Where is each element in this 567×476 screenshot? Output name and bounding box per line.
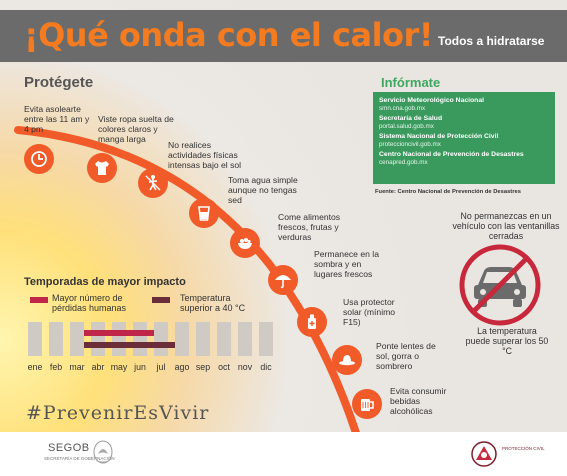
hashtag: #PrevenirEsVivir [26,402,210,424]
org-name: Servicio Meteorológico Nacional [379,97,484,104]
legend-swatch-deaths [30,297,48,303]
step-label: Toma agua simple aunque no tengas sed [228,175,298,205]
segob-logo: SEGOB [48,442,90,454]
month-cell [196,322,210,356]
org-name: Sistema Nacional de Protección Civil [379,133,499,140]
org-entry: Servicio Meteorológico Nacional smn.cna.… [379,97,549,112]
org-entry: Sistema Nacional de Protección Civil pro… [379,133,549,148]
civil-protection-text: PROTECCIÓN CIVIL [502,446,545,451]
vehicle-warning-text: No permanezcas en un vehículo con las ve… [452,211,560,241]
seasons-heading: Temporadas de mayor impacto [24,276,186,288]
step-label: No realices actividades físicas intensas… [168,140,242,170]
org-url[interactable]: portal.salud.gob.mx [379,123,434,130]
no-car-icon [459,244,541,326]
fruit-bowl-icon [230,228,260,258]
clock-icon [24,144,54,174]
step-label: Usa protector solar (mínimo F15) [343,297,396,327]
month-cell [28,322,42,356]
page-subtitle: Todos a hidratarse [438,34,545,48]
month-label: jun [134,362,146,372]
deaths-season-bar [84,330,154,336]
eagle-crest-icon [93,440,113,464]
step-label: Viste ropa suelta de colores claros y ma… [98,114,174,144]
info-panel: Servicio Meteorológico Nacional smn.cna.… [373,92,555,184]
source-note: Fuente: Centro Nacional de Prevención de… [375,189,521,195]
no-exercise-icon [138,168,168,198]
sunscreen-icon [297,307,327,337]
season-calendar [28,322,273,356]
month-cell [91,322,105,356]
month-cell [49,322,63,356]
month-label: jul [156,362,166,372]
step-label: Evita consumir bebidas alcohólicas [390,386,447,416]
hat-icon [332,345,362,375]
month-cell [70,322,84,356]
legend-deaths: Mayor número de pérdidas humanas [52,293,127,313]
month-cell [133,322,147,356]
legend-temp: Temperatura superior a 40 °C [180,293,246,313]
month-label: mar [69,362,85,372]
org-url[interactable]: proteccioncivil.gob.mx [379,141,441,148]
month-label: dic [260,362,272,372]
page-title: ¡Qué onda con el calor! [24,16,433,54]
org-name: Secretaría de Salud [379,115,443,122]
shirt-icon [87,153,117,183]
org-name: Centro Nacional de Prevención de Desastr… [379,151,524,158]
segob-subtitle: SECRETARÍA DE GOBERNACIÓN [44,456,115,461]
org-url[interactable]: cenapred.gob.mx [379,159,428,166]
umbrella-icon [268,265,298,295]
protect-heading: Protégete [24,74,94,91]
step-label: Permanece en la sombra y en lugares fres… [314,249,379,279]
month-cell [217,322,231,356]
month-label: ago [174,362,190,372]
month-label: ene [27,362,43,372]
month-label: abr [91,362,105,372]
step-label: Ponte lentes de sol, gorra o sombrero [376,341,436,371]
footer: SEGOB SECRETARÍA DE GOBERNACIÓN PROTECCI… [0,432,567,476]
header-banner: ¡Qué onda con el calor! Todos a hidratar… [0,10,567,62]
step-label: Come alimentos frescos, frutas y verdura… [278,212,341,242]
civil-protection-logo-icon [471,441,497,467]
info-heading: Infórmate [381,75,441,90]
month-cell [175,322,189,356]
water-glass-icon [189,198,219,228]
legend-swatch-temp [152,297,170,303]
month-label: oct [218,362,230,372]
month-label: may [110,362,128,372]
month-label: sep [195,362,211,372]
month-label: feb [49,362,63,372]
month-cell [238,322,252,356]
org-entry: Secretaría de Salud portal.salud.gob.mx [379,115,549,130]
vehicle-temp-text: La temperatura puede superar los 50 °C [465,326,549,356]
step-label: Evita asolearte entre las 11 am y 4 pm [24,104,90,134]
org-url[interactable]: smn.cna.gob.mx [379,105,426,112]
org-entry: Centro Nacional de Prevención de Desastr… [379,151,549,166]
temp-season-bar [84,342,175,348]
month-label: nov [237,362,253,372]
month-cell [112,322,126,356]
month-cell [259,322,273,356]
beer-mug-icon [352,389,382,419]
month-cell [154,322,168,356]
